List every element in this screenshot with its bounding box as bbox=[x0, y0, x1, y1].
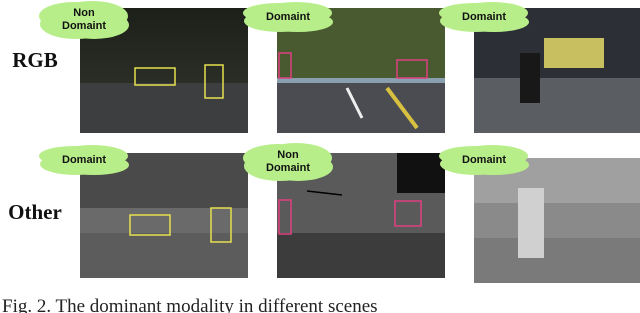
rgb-image bbox=[474, 8, 640, 133]
tag-text: Domaint bbox=[266, 162, 310, 174]
tag-cloud: Domaint bbox=[250, 4, 326, 30]
row-label: RGB bbox=[12, 48, 58, 72]
thermal-image bbox=[80, 153, 248, 278]
tag-cloud: Domaint bbox=[446, 147, 522, 173]
tag-text: Domaint bbox=[62, 20, 106, 32]
tag-cloud: Domaint bbox=[446, 4, 522, 30]
tag-cloud: Non Domaint bbox=[46, 3, 122, 37]
thermal-image bbox=[277, 153, 445, 278]
tag-text: Domaint bbox=[462, 10, 506, 23]
tag-cloud: Non Domaint bbox=[250, 145, 326, 179]
tag-text: Non bbox=[73, 7, 95, 19]
tag-cloud: Domaint bbox=[46, 147, 122, 173]
rgb-image bbox=[80, 8, 248, 133]
caption: Fig. 2. The dominant modality in differe… bbox=[2, 296, 378, 313]
row-label: Other bbox=[8, 200, 62, 224]
tag-text: Domaint bbox=[462, 153, 506, 166]
tag-text: Domaint bbox=[62, 153, 106, 166]
thermal-image bbox=[474, 158, 640, 283]
rgb-image bbox=[277, 8, 445, 133]
tag-text: Domaint bbox=[266, 10, 310, 23]
tag-text: Non bbox=[277, 149, 299, 161]
